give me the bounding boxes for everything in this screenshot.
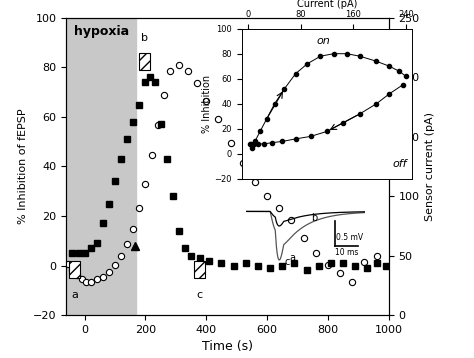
Text: off: off xyxy=(392,159,407,169)
Bar xyxy=(66,18,137,315)
Bar xyxy=(139,53,150,70)
Text: on: on xyxy=(317,36,331,46)
X-axis label: Current (pA): Current (pA) xyxy=(297,0,357,9)
Y-axis label: Sensor current (pA): Sensor current (pA) xyxy=(425,112,435,221)
Text: a: a xyxy=(289,253,295,263)
Bar xyxy=(194,261,205,278)
Text: 0.5 mV: 0.5 mV xyxy=(336,233,363,242)
Text: 10 ms: 10 ms xyxy=(335,248,358,257)
Y-axis label: % Inhibition of fEPSP: % Inhibition of fEPSP xyxy=(18,109,27,224)
Bar xyxy=(69,261,80,278)
Y-axis label: % Inhibition: % Inhibition xyxy=(202,75,212,133)
X-axis label: Time (s): Time (s) xyxy=(202,340,253,353)
Text: c: c xyxy=(284,257,290,267)
Text: b: b xyxy=(141,33,148,43)
Text: a: a xyxy=(72,290,78,300)
Text: hypoxia: hypoxia xyxy=(74,25,129,38)
Text: b: b xyxy=(311,213,317,223)
Text: c: c xyxy=(196,290,202,300)
